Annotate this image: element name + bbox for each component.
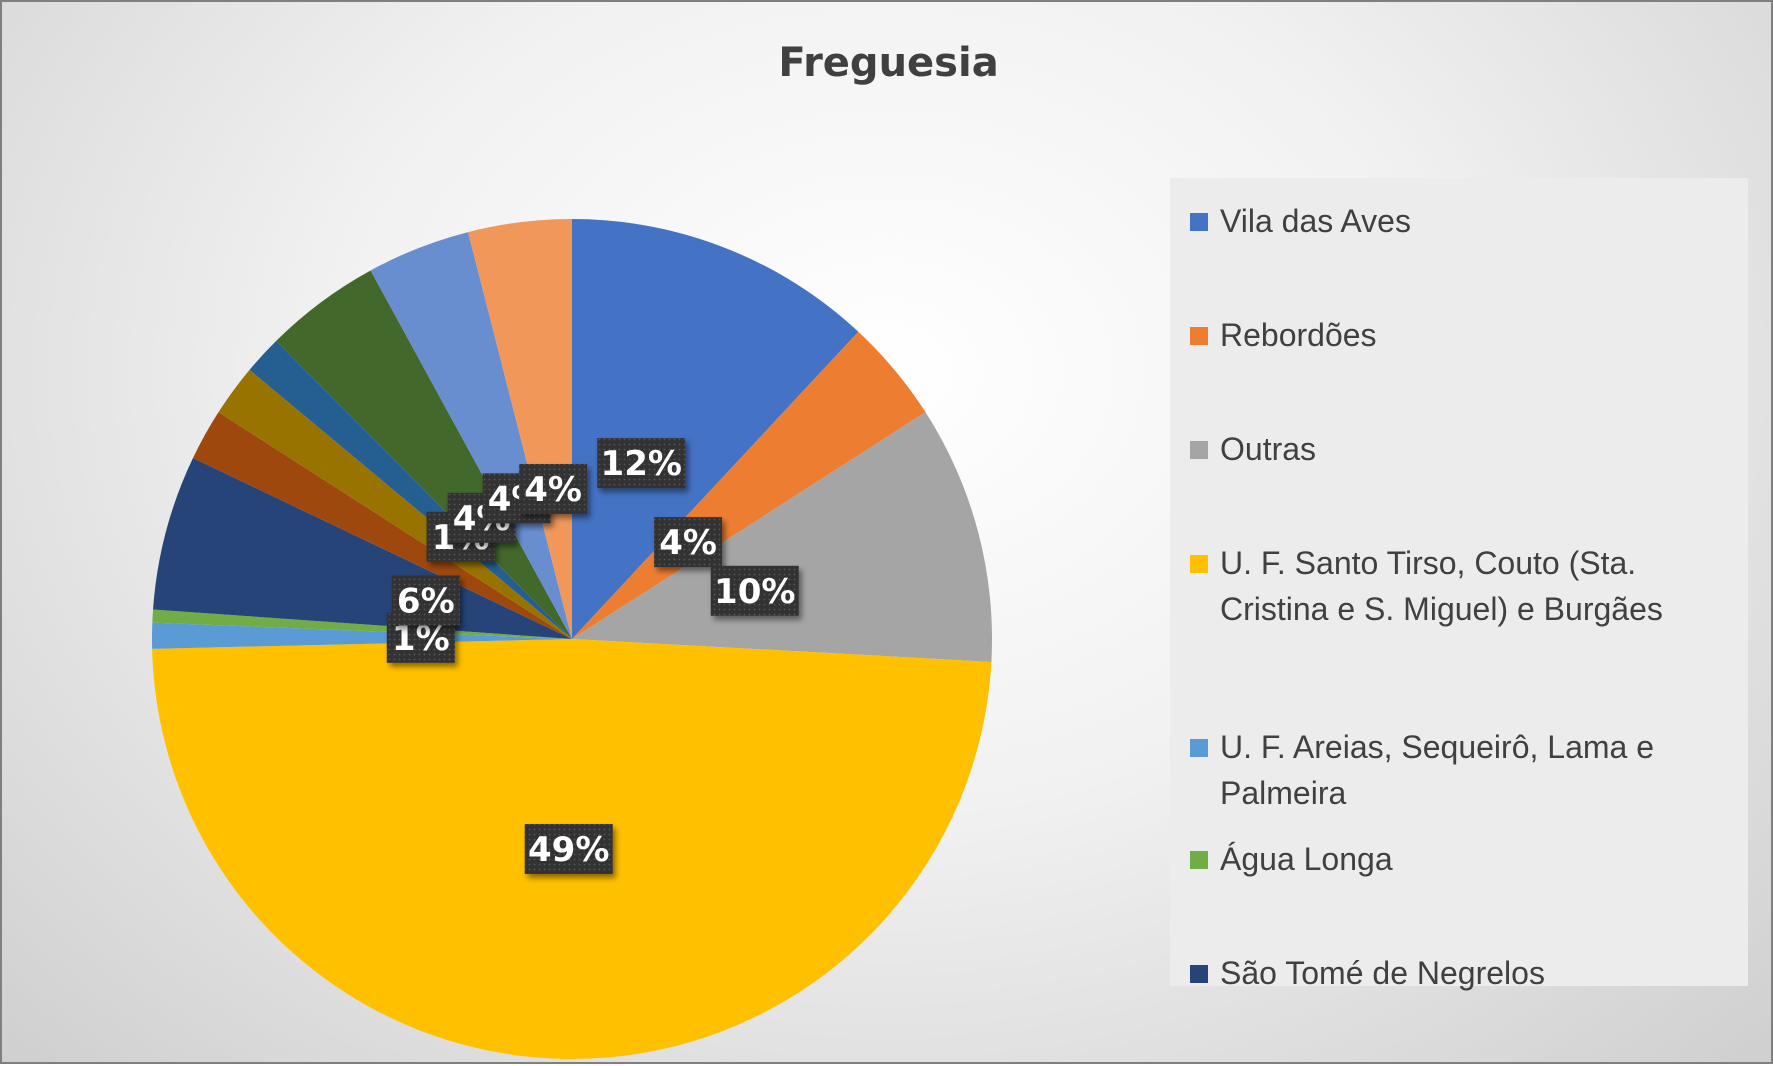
legend-item: U. F. Areias, Sequeirô, Lama e Palmeira xyxy=(1190,724,1730,816)
legend-label: Rebordões xyxy=(1220,317,1377,353)
data-label-7: 6% xyxy=(391,575,460,626)
legend-label: U. F. Areias, Sequeirô, Lama e Palmeira xyxy=(1220,729,1654,811)
data-label-2: 4% xyxy=(654,517,723,568)
svg-text:1%: 1% xyxy=(392,619,450,659)
legend-swatch xyxy=(1190,739,1208,757)
legend-label: Outras xyxy=(1220,431,1317,467)
legend-swatch xyxy=(1190,441,1208,459)
svg-text:12%: 12% xyxy=(601,444,682,484)
legend-item: Vila das Aves xyxy=(1190,198,1730,244)
legend-swatch xyxy=(1190,327,1208,345)
data-label-4: 49% xyxy=(524,823,613,874)
pie-slice-7 xyxy=(153,458,572,639)
pie-slice-11 xyxy=(276,270,572,639)
chart-title: Freguesia xyxy=(778,40,999,86)
svg-text:4%: 4% xyxy=(524,470,582,510)
data-label-1: 12% xyxy=(597,438,686,489)
data-label-13: 4% xyxy=(519,463,588,514)
legend-label: São Tomé de Negrelos xyxy=(1220,955,1545,991)
legend-item: U. F. Santo Tirso, Couto (Sta. Cristina … xyxy=(1190,540,1730,632)
svg-text:10%: 10% xyxy=(714,572,795,612)
pie-slice-3 xyxy=(572,412,992,662)
pie-slice-6 xyxy=(152,609,572,639)
pie-slice-13 xyxy=(468,219,572,639)
legend-swatch xyxy=(1190,555,1208,573)
data-label-3: 10% xyxy=(710,565,799,616)
legend-item: Rebordões xyxy=(1190,312,1730,358)
legend-swatch xyxy=(1190,851,1208,869)
svg-text:6%: 6% xyxy=(397,581,455,621)
svg-text:49%: 49% xyxy=(528,830,609,870)
legend-item: Outras xyxy=(1190,426,1730,472)
legend-item: Água Longa xyxy=(1190,836,1730,882)
pie-slice-10 xyxy=(249,340,573,639)
legend: Vila das Aves Rebordões Outras U. F. Santo … xyxy=(1170,178,1748,991)
pie-slice-1 xyxy=(572,219,859,639)
legend-label: U. F. Santo Tirso, Couto (Sta. Cristina … xyxy=(1220,545,1663,627)
pie-slice-5 xyxy=(152,622,573,649)
legend-item: São Tomé de Negrelos xyxy=(1190,950,1730,996)
pie-slice-12 xyxy=(370,232,572,639)
pie-slice-9 xyxy=(218,369,573,639)
pie-slice-8 xyxy=(192,412,572,639)
legend-swatch xyxy=(1190,213,1208,231)
legend-swatch xyxy=(1190,965,1208,983)
svg-text:4%: 4% xyxy=(659,523,717,563)
legend-label: Água Longa xyxy=(1220,841,1393,877)
legend-label: Vila das Aves xyxy=(1220,203,1411,239)
